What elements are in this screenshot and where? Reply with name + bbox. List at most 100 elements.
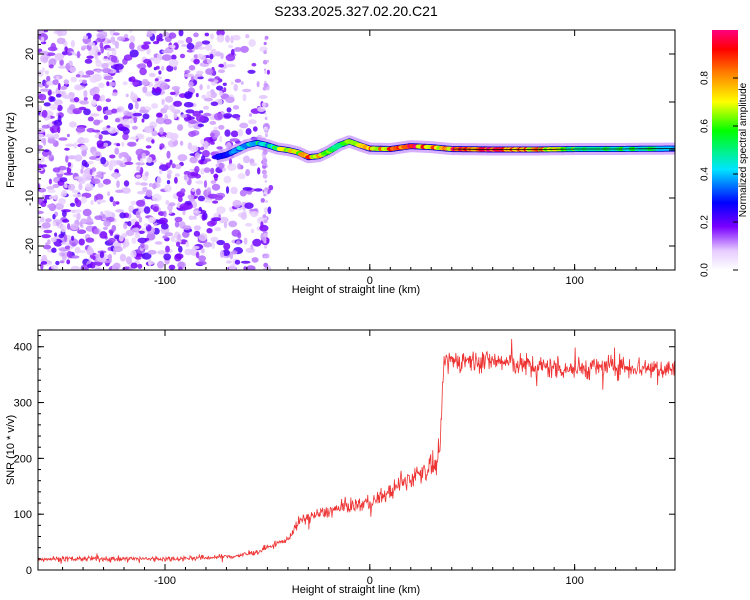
noise-blob [143, 206, 151, 214]
noise-blob [195, 180, 204, 185]
colorbar: 0.0 0.2 0.4 0.6 0.8 Normalized spectral ampl… [700, 30, 749, 277]
noise-blob [107, 81, 117, 87]
noise-blob [113, 172, 119, 180]
noise-blob [165, 245, 170, 253]
noise-blob [38, 144, 43, 150]
noise-blob [193, 225, 201, 231]
noise-blob [87, 116, 94, 122]
noise-blob [58, 198, 66, 205]
noise-blob [47, 138, 57, 144]
noise-blob [184, 91, 193, 99]
noise-blob [263, 207, 269, 213]
noise-blob [253, 188, 263, 192]
noise-blob [71, 235, 75, 241]
noise-blob [168, 32, 177, 39]
noise-blob [173, 112, 178, 119]
noise-blob [251, 257, 259, 263]
noise-blob [210, 141, 215, 145]
noise-blob [121, 141, 125, 147]
noise-blob [112, 200, 117, 207]
noise-blob [177, 40, 185, 44]
noise-blob [151, 193, 162, 202]
noise-blob [61, 51, 68, 56]
noise-blob [105, 98, 112, 103]
noise-dot [263, 233, 268, 238]
noise-blob [39, 50, 49, 56]
noise-blob [191, 188, 197, 192]
noise-blob [111, 49, 117, 57]
noise-blob [89, 156, 97, 160]
noise-blob [195, 41, 203, 47]
noise-blob [107, 40, 112, 44]
noise-blob [125, 256, 132, 265]
noise-blob [237, 128, 244, 137]
noise-blob [170, 235, 176, 243]
noise-blob [46, 80, 55, 86]
noise-blob [109, 154, 116, 159]
noise-blob [148, 261, 155, 265]
noise-blob [136, 97, 141, 102]
noise-blob [216, 85, 224, 91]
noise-blob [210, 48, 217, 55]
spectrogram-xtick-label: 100 [565, 275, 583, 287]
noise-blob [164, 78, 171, 82]
noise-blob [72, 213, 78, 218]
noise-blob [38, 220, 41, 225]
noise-blob [203, 180, 208, 188]
noise-blob [142, 186, 148, 193]
noise-blob [107, 253, 113, 260]
noise-blob [268, 184, 274, 191]
noise-blob [86, 247, 94, 256]
noise-blob [41, 222, 51, 229]
noise-blob [103, 115, 109, 120]
noise-blob [267, 206, 272, 215]
noise-blob [137, 191, 145, 195]
noise-blob [137, 237, 148, 244]
noise-blob [206, 228, 213, 234]
noise-blob [167, 169, 173, 175]
noise-blob [110, 36, 116, 43]
noise-blob [114, 147, 120, 155]
noise-blob [204, 43, 213, 51]
noise-blob [223, 175, 232, 184]
noise-blob [139, 109, 149, 114]
colorbar-tick-label: 0.6 [700, 119, 711, 133]
noise-blob [70, 76, 78, 83]
noise-blob [142, 113, 150, 120]
noise-blob [169, 132, 179, 140]
noise-blob [245, 34, 250, 39]
noise-blob [146, 189, 153, 198]
noise-blob [223, 242, 231, 251]
noise-blob [115, 189, 124, 193]
noise-dot [264, 71, 268, 74]
noise-blob [260, 221, 264, 229]
noise-blob [137, 263, 143, 269]
noise-blob [223, 61, 227, 66]
noise-blob [80, 196, 87, 204]
spectrogram-xtick-label: -100 [154, 275, 176, 287]
noise-dot [264, 35, 269, 40]
noise-blob [70, 265, 80, 270]
noise-blob [242, 187, 253, 191]
noise-blob [206, 58, 212, 64]
noise-blob [177, 234, 182, 241]
noise-blob [48, 178, 53, 185]
noise-blob [75, 199, 82, 208]
noise-blob [129, 76, 136, 83]
noise-blob [135, 210, 141, 219]
noise-blob [210, 180, 217, 184]
noise-blob [232, 105, 240, 110]
noise-blob [153, 222, 157, 227]
noise-blob [76, 139, 83, 144]
noise-blob [163, 104, 169, 111]
noise-blob [43, 244, 52, 250]
noise-blob [240, 260, 251, 264]
noise-blob [195, 114, 205, 122]
noise-blob [200, 168, 205, 175]
noise-blob [151, 130, 158, 137]
spectrogram-ytick-label: -20 [24, 238, 36, 254]
noise-blob [85, 217, 94, 226]
noise-blob [139, 182, 148, 186]
noise-blob [110, 55, 118, 63]
